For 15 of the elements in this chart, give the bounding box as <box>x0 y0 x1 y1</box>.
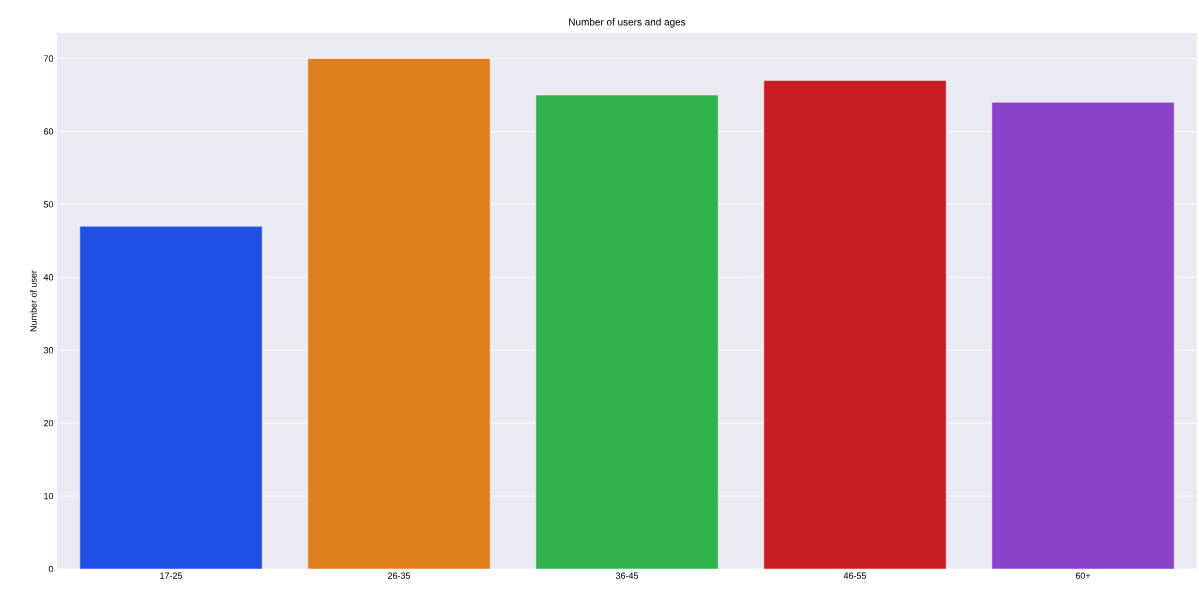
x-tick-label: 26-35 <box>387 572 411 579</box>
y-tick-label: 20 <box>43 419 54 427</box>
y-tick-label: 50 <box>43 201 54 208</box>
chart-title: Number of users and ages <box>569 18 686 28</box>
x-tick-label: 36-45 <box>615 572 639 579</box>
y-tick-label: 70 <box>43 55 54 62</box>
y-tick-label: 60 <box>43 128 54 135</box>
y-axis-title: Number of user <box>30 270 37 332</box>
y-tick-label: 10 <box>44 492 54 500</box>
y-tick-label: 0 <box>48 565 54 573</box>
y-tick-label: 30 <box>43 347 54 354</box>
x-tick-label: 60+ <box>1075 572 1091 579</box>
y-tick-label: 40 <box>43 274 54 281</box>
x-tick-label: 17-25 <box>160 572 183 579</box>
x-tick-label: 46-55 <box>843 572 867 579</box>
